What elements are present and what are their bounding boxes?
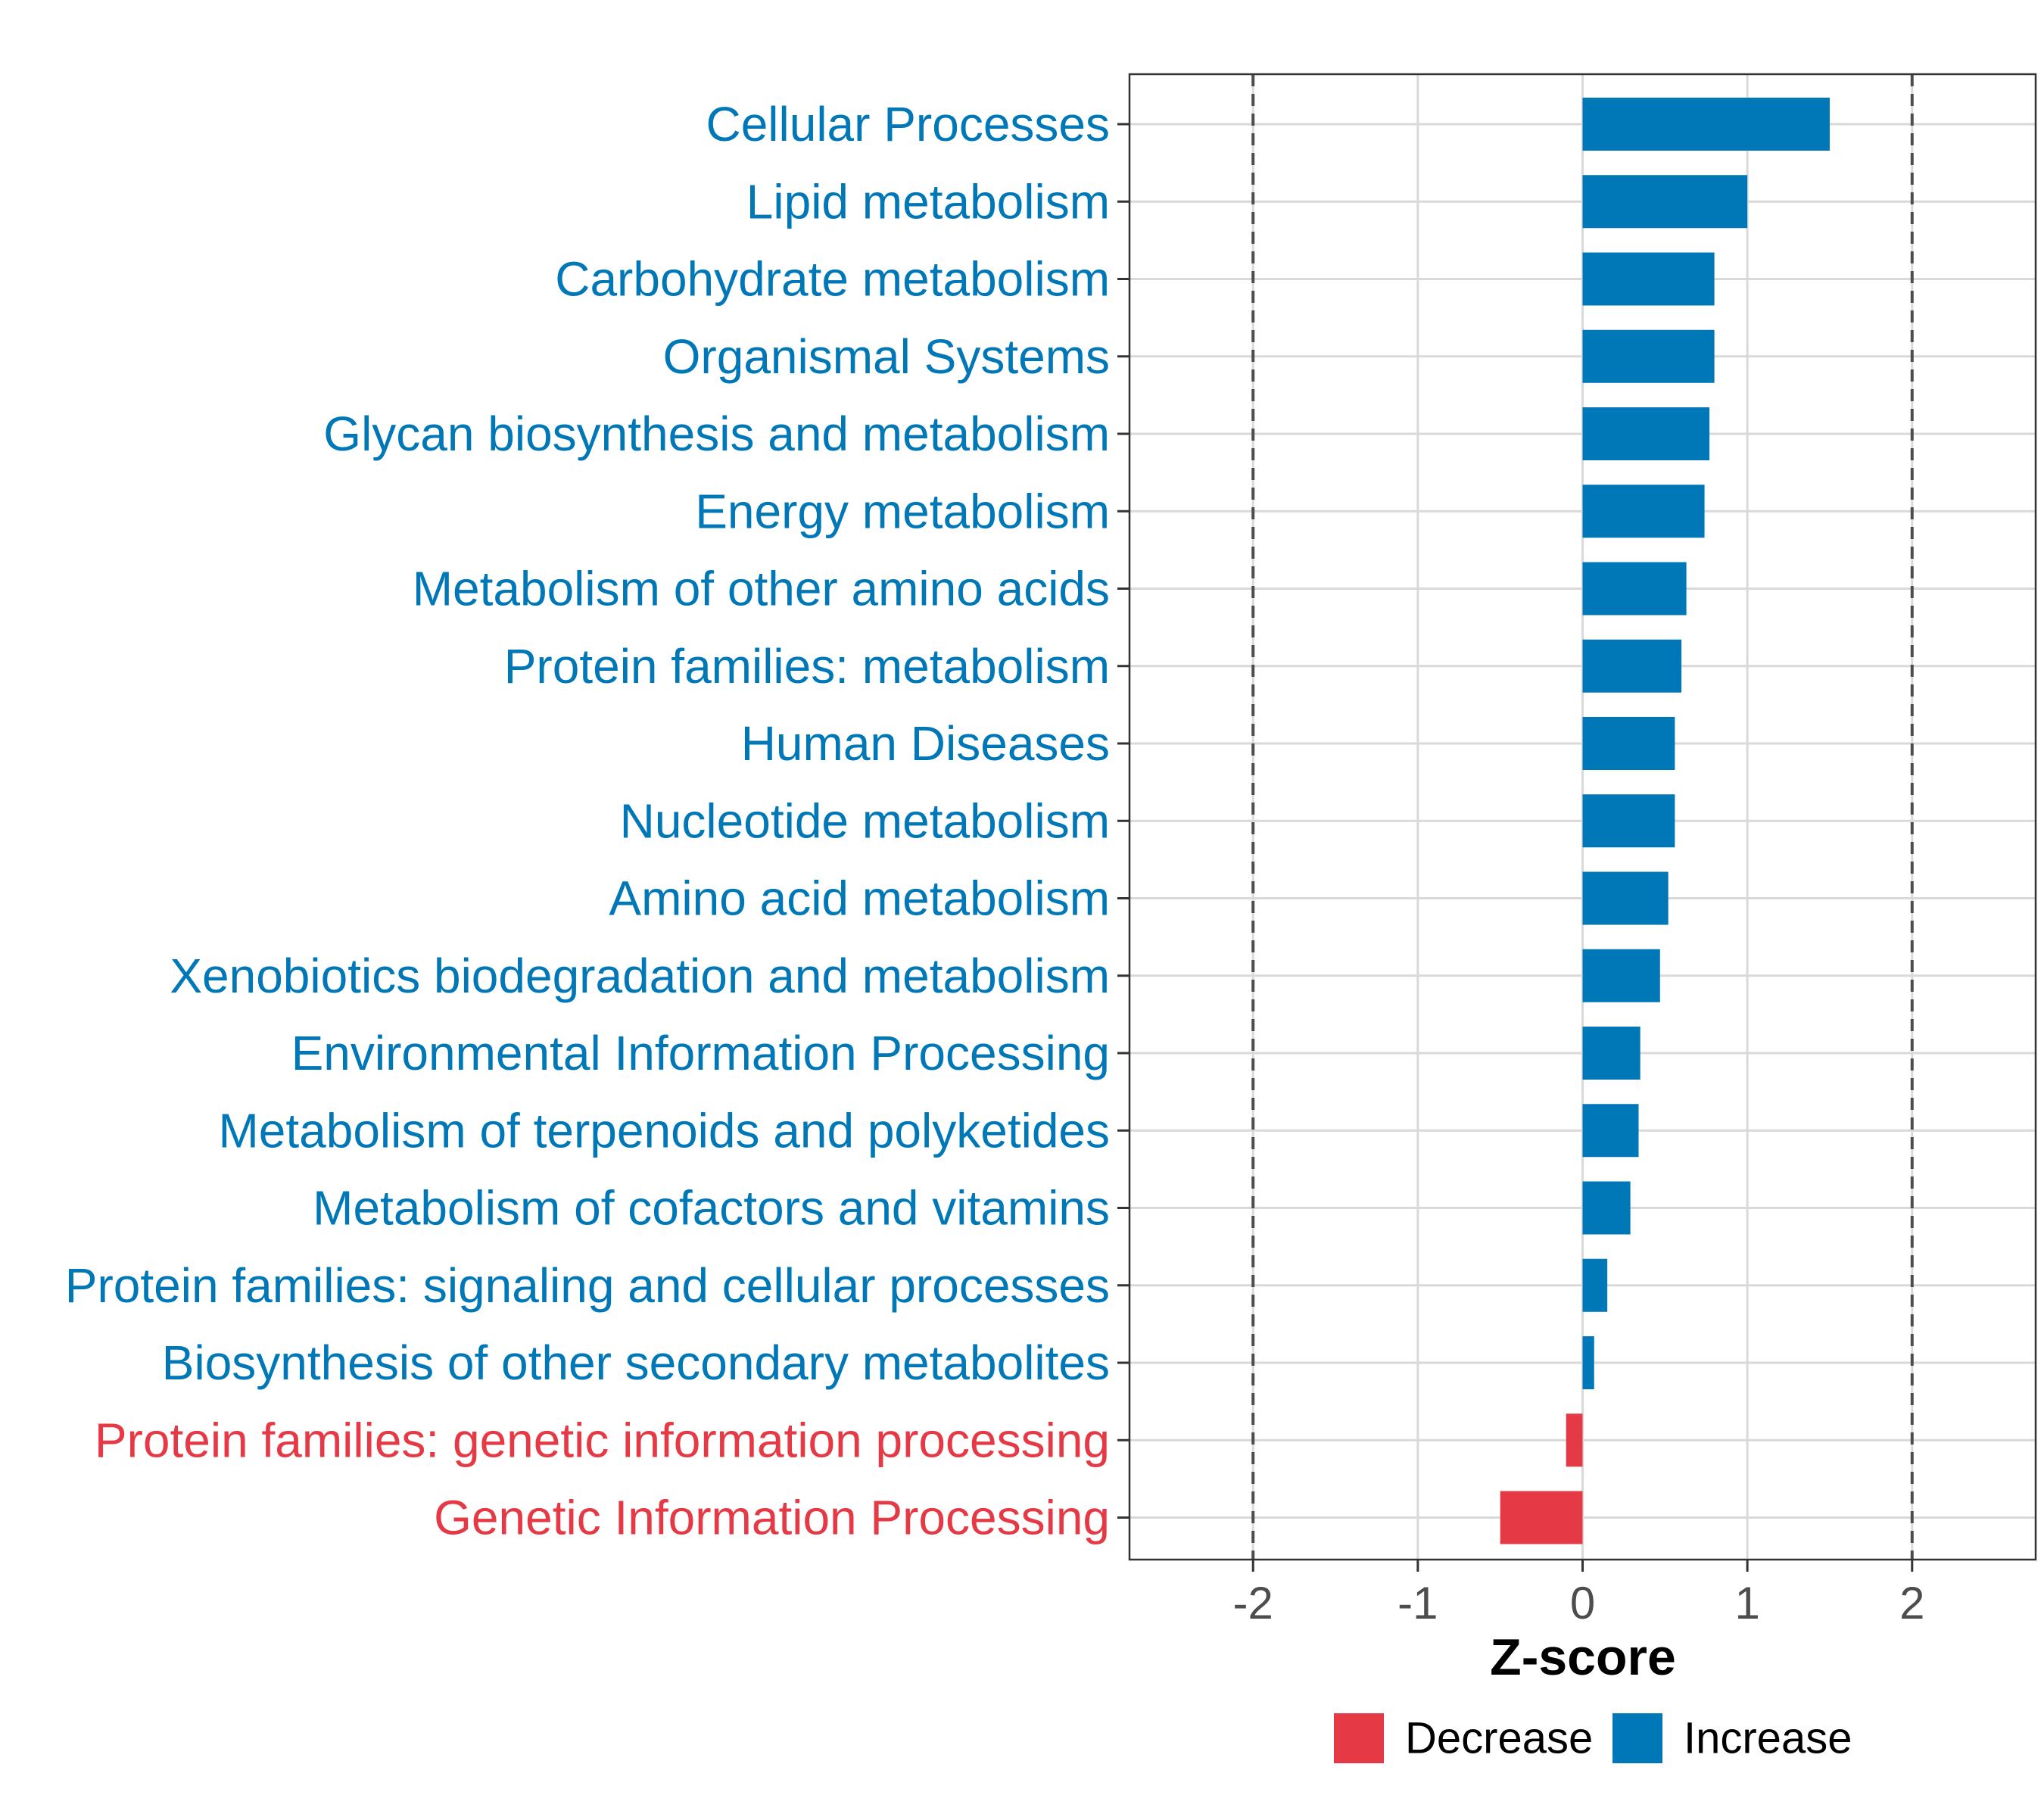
bar-increase bbox=[1582, 639, 1682, 693]
x-tick-label: -2 bbox=[1233, 1578, 1273, 1628]
threshold-layer bbox=[1251, 74, 1914, 1560]
x-axis-ticks: -2 -1 0 1 2 bbox=[1233, 1560, 1924, 1628]
bar-increase bbox=[1582, 329, 1715, 383]
bar-increase bbox=[1582, 407, 1710, 460]
legend-label-decrease: Decrease bbox=[1405, 1714, 1593, 1763]
legend-swatch-increase bbox=[1612, 1713, 1662, 1763]
bar-decrease bbox=[1566, 1413, 1583, 1467]
category-label: Metabolism of other amino acids bbox=[413, 562, 1110, 616]
category-label: Nucleotide metabolism bbox=[620, 793, 1110, 848]
category-label: Glycan biosynthesis and metabolism bbox=[323, 407, 1110, 461]
x-tick-label: 0 bbox=[1570, 1578, 1595, 1628]
category-label: Protein families: metabolism bbox=[504, 639, 1110, 693]
x-tick-label: -1 bbox=[1397, 1578, 1438, 1628]
category-label: Metabolism of terpenoids and polyketides bbox=[218, 1103, 1110, 1158]
bar-increase bbox=[1582, 871, 1669, 925]
category-label: Lipid metabolism bbox=[746, 174, 1110, 229]
bar-increase bbox=[1582, 1258, 1608, 1312]
category-label: Xenobiotics biodegradation and metabolis… bbox=[170, 949, 1110, 1003]
category-label: Amino acid metabolism bbox=[609, 871, 1110, 926]
legend-label-increase: Increase bbox=[1684, 1714, 1852, 1763]
legend: Decrease Increase bbox=[1334, 1713, 1852, 1763]
category-label: Biosynthesis of other secondary metaboli… bbox=[162, 1335, 1110, 1390]
bar-increase bbox=[1582, 252, 1715, 306]
category-label: Cellular Processes bbox=[706, 97, 1110, 151]
bar-decrease bbox=[1500, 1491, 1583, 1544]
category-label: Human Diseases bbox=[741, 716, 1110, 771]
category-label: Genetic Information Processing bbox=[434, 1491, 1110, 1545]
bar-increase bbox=[1582, 175, 1748, 229]
bar-increase bbox=[1582, 98, 1830, 151]
category-label: Metabolism of cofactors and vitamins bbox=[313, 1181, 1110, 1236]
x-tick-label: 1 bbox=[1734, 1578, 1759, 1628]
category-label: Protein families: signaling and cellular… bbox=[65, 1258, 1110, 1313]
bar-increase bbox=[1582, 562, 1687, 616]
bar-increase bbox=[1582, 1181, 1631, 1235]
category-label: Organismal Systems bbox=[663, 329, 1110, 384]
y-axis-ticks: Cellular Processes Lipid metabolism Carboh… bbox=[65, 97, 1129, 1545]
category-label: Carbohydrate metabolism bbox=[555, 252, 1110, 307]
bar-increase bbox=[1582, 794, 1675, 848]
bar-increase bbox=[1582, 949, 1660, 1002]
category-label: Protein families: genetic information pr… bbox=[95, 1413, 1110, 1467]
bar-increase bbox=[1582, 1027, 1640, 1080]
bar-increase bbox=[1582, 1104, 1639, 1158]
legend-swatch-decrease bbox=[1334, 1713, 1384, 1763]
bar-increase bbox=[1582, 717, 1675, 770]
category-label: Environmental Information Processing bbox=[291, 1026, 1110, 1080]
x-tick-label: 2 bbox=[1899, 1578, 1924, 1628]
bar-layer bbox=[1500, 98, 1830, 1544]
category-label: Energy metabolism bbox=[695, 484, 1110, 538]
x-axis-title: Z-score bbox=[1490, 1628, 1676, 1686]
bar-increase bbox=[1582, 1336, 1594, 1389]
bar-increase bbox=[1582, 485, 1705, 538]
